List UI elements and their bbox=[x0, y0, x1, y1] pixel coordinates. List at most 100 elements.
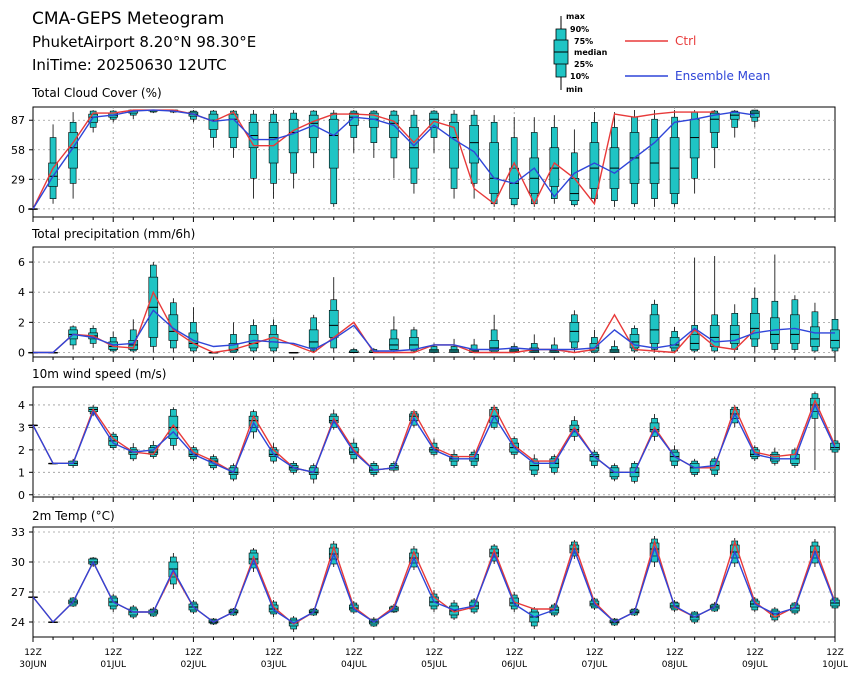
ensemble-mean-line bbox=[33, 309, 835, 354]
key-label-75: 75% bbox=[574, 37, 593, 46]
box-whisker bbox=[409, 326, 419, 353]
box-inner bbox=[649, 314, 660, 344]
key-label-25: 25% bbox=[574, 60, 593, 69]
panel-3: 24 27 30 33 2m Temp (°C) bbox=[11, 509, 840, 642]
x-tick-hour: 12Z bbox=[826, 648, 844, 658]
box-whisker bbox=[689, 257, 700, 353]
box-inner bbox=[308, 329, 319, 349]
box-whisker bbox=[749, 109, 760, 128]
box-whisker bbox=[830, 316, 840, 353]
ensemble-mean-line bbox=[32, 403, 836, 474]
box-inner bbox=[409, 337, 419, 350]
key-label-median: median bbox=[574, 48, 608, 57]
box-whisker bbox=[669, 326, 680, 353]
box-whisker bbox=[609, 340, 620, 353]
x-tick-day: 06JUL bbox=[501, 660, 527, 670]
box-inner bbox=[489, 142, 499, 194]
y-tick-label: 24 bbox=[11, 616, 25, 629]
legend-mean-label: Ensemble Mean bbox=[675, 69, 770, 83]
box-whisker bbox=[228, 322, 239, 353]
y-tick-label: 1 bbox=[18, 466, 25, 479]
x-tick-hour: 12Z bbox=[586, 648, 604, 658]
box-inner bbox=[48, 162, 58, 187]
box-inner bbox=[208, 458, 219, 466]
x-axis: 12Z 30JUN 12Z 01JUL 12Z 02JUL 12Z 03JUL 12Z 04JUL… bbox=[19, 648, 848, 670]
box-whisker bbox=[489, 115, 499, 207]
x-tick-day: 01JUL bbox=[100, 660, 126, 670]
x-tick-day: 03JUL bbox=[261, 660, 287, 670]
box-whisker bbox=[469, 110, 479, 199]
box-inner bbox=[228, 343, 239, 352]
y-tick-label: 27 bbox=[11, 586, 25, 599]
x-tick-hour: 12Z bbox=[425, 648, 443, 658]
panel-2: 0 1 2 3 4 10m wind speed (m/s) bbox=[18, 367, 840, 502]
box-inner bbox=[429, 112, 439, 128]
box-inner bbox=[188, 449, 199, 457]
box-whisker bbox=[569, 310, 580, 353]
x-tick-hour: 12Z bbox=[666, 648, 684, 658]
x-tick-day: 09JUL bbox=[742, 660, 768, 670]
y-tick-label: 2 bbox=[18, 316, 25, 329]
y-tick-label: 0 bbox=[18, 489, 25, 502]
box-whisker bbox=[148, 262, 159, 353]
box-whisker bbox=[449, 110, 459, 199]
panel-1: 0 2 4 6 Total precipitation (mm/6h) bbox=[18, 227, 840, 362]
box-whisker bbox=[649, 110, 660, 207]
box-whisker bbox=[348, 347, 359, 353]
box-inner bbox=[749, 313, 760, 340]
x-tick-day: 10JUL bbox=[822, 660, 848, 670]
box-inner bbox=[389, 338, 399, 350]
key-label-max: max bbox=[566, 12, 586, 21]
key-label-min: min bbox=[566, 85, 583, 94]
box-whisker bbox=[790, 295, 800, 353]
x-tick-hour: 12Z bbox=[505, 648, 523, 658]
box-whisker bbox=[529, 454, 540, 477]
x-tick-hour: 12Z bbox=[265, 648, 283, 658]
box-whisker bbox=[709, 110, 720, 169]
box-inner bbox=[469, 125, 479, 164]
box-inner bbox=[328, 118, 339, 169]
init-time-label: IniTime: 20250630 12UTC bbox=[32, 56, 227, 74]
x-tick-day: 08JUL bbox=[662, 660, 688, 670]
panel-title: 10m wind speed (m/s) bbox=[32, 367, 166, 381]
box-whisker bbox=[729, 304, 740, 353]
box-legend-key: max 90% 75% median 25% 10% min bbox=[553, 12, 608, 94]
ctrl-line bbox=[32, 398, 836, 474]
key-label-10: 10% bbox=[570, 72, 589, 81]
panel-0: 0 29 58 87 Total Cloud Cover (%) bbox=[11, 86, 836, 222]
box-inner bbox=[810, 326, 820, 347]
x-tick-day: 30JUN bbox=[19, 660, 46, 670]
ensemble-mean-line bbox=[32, 545, 836, 624]
box-inner bbox=[649, 137, 660, 184]
box-inner bbox=[689, 334, 700, 350]
box-whisker bbox=[749, 287, 760, 353]
legend-ctrl-label: Ctrl bbox=[675, 34, 696, 48]
box-whisker bbox=[28, 208, 38, 210]
box-inner bbox=[549, 147, 560, 187]
y-tick-label: 4 bbox=[18, 399, 25, 412]
box-whisker bbox=[509, 343, 520, 353]
y-tick-label: 87 bbox=[11, 114, 25, 127]
y-tick-label: 6 bbox=[18, 256, 25, 269]
x-tick-hour: 12Z bbox=[746, 648, 764, 658]
key-label-90: 90% bbox=[570, 25, 589, 34]
box-whisker bbox=[389, 316, 399, 353]
panel-title: Total Cloud Cover (%) bbox=[31, 86, 162, 100]
y-tick-label: 29 bbox=[11, 173, 25, 186]
box-inner bbox=[669, 337, 680, 349]
box-whisker bbox=[68, 112, 78, 199]
box-inner bbox=[669, 137, 680, 194]
y-tick-label: 0 bbox=[18, 203, 25, 216]
box-inner bbox=[589, 454, 600, 462]
box-inner bbox=[569, 322, 580, 343]
x-tick-day: 04JUL bbox=[341, 660, 367, 670]
box-inner bbox=[389, 114, 399, 138]
y-tick-label: 2 bbox=[18, 444, 25, 457]
box-whisker bbox=[489, 314, 499, 353]
box-inner bbox=[709, 112, 720, 133]
ensemble-mean-line bbox=[32, 109, 755, 210]
box-inner bbox=[248, 121, 259, 149]
